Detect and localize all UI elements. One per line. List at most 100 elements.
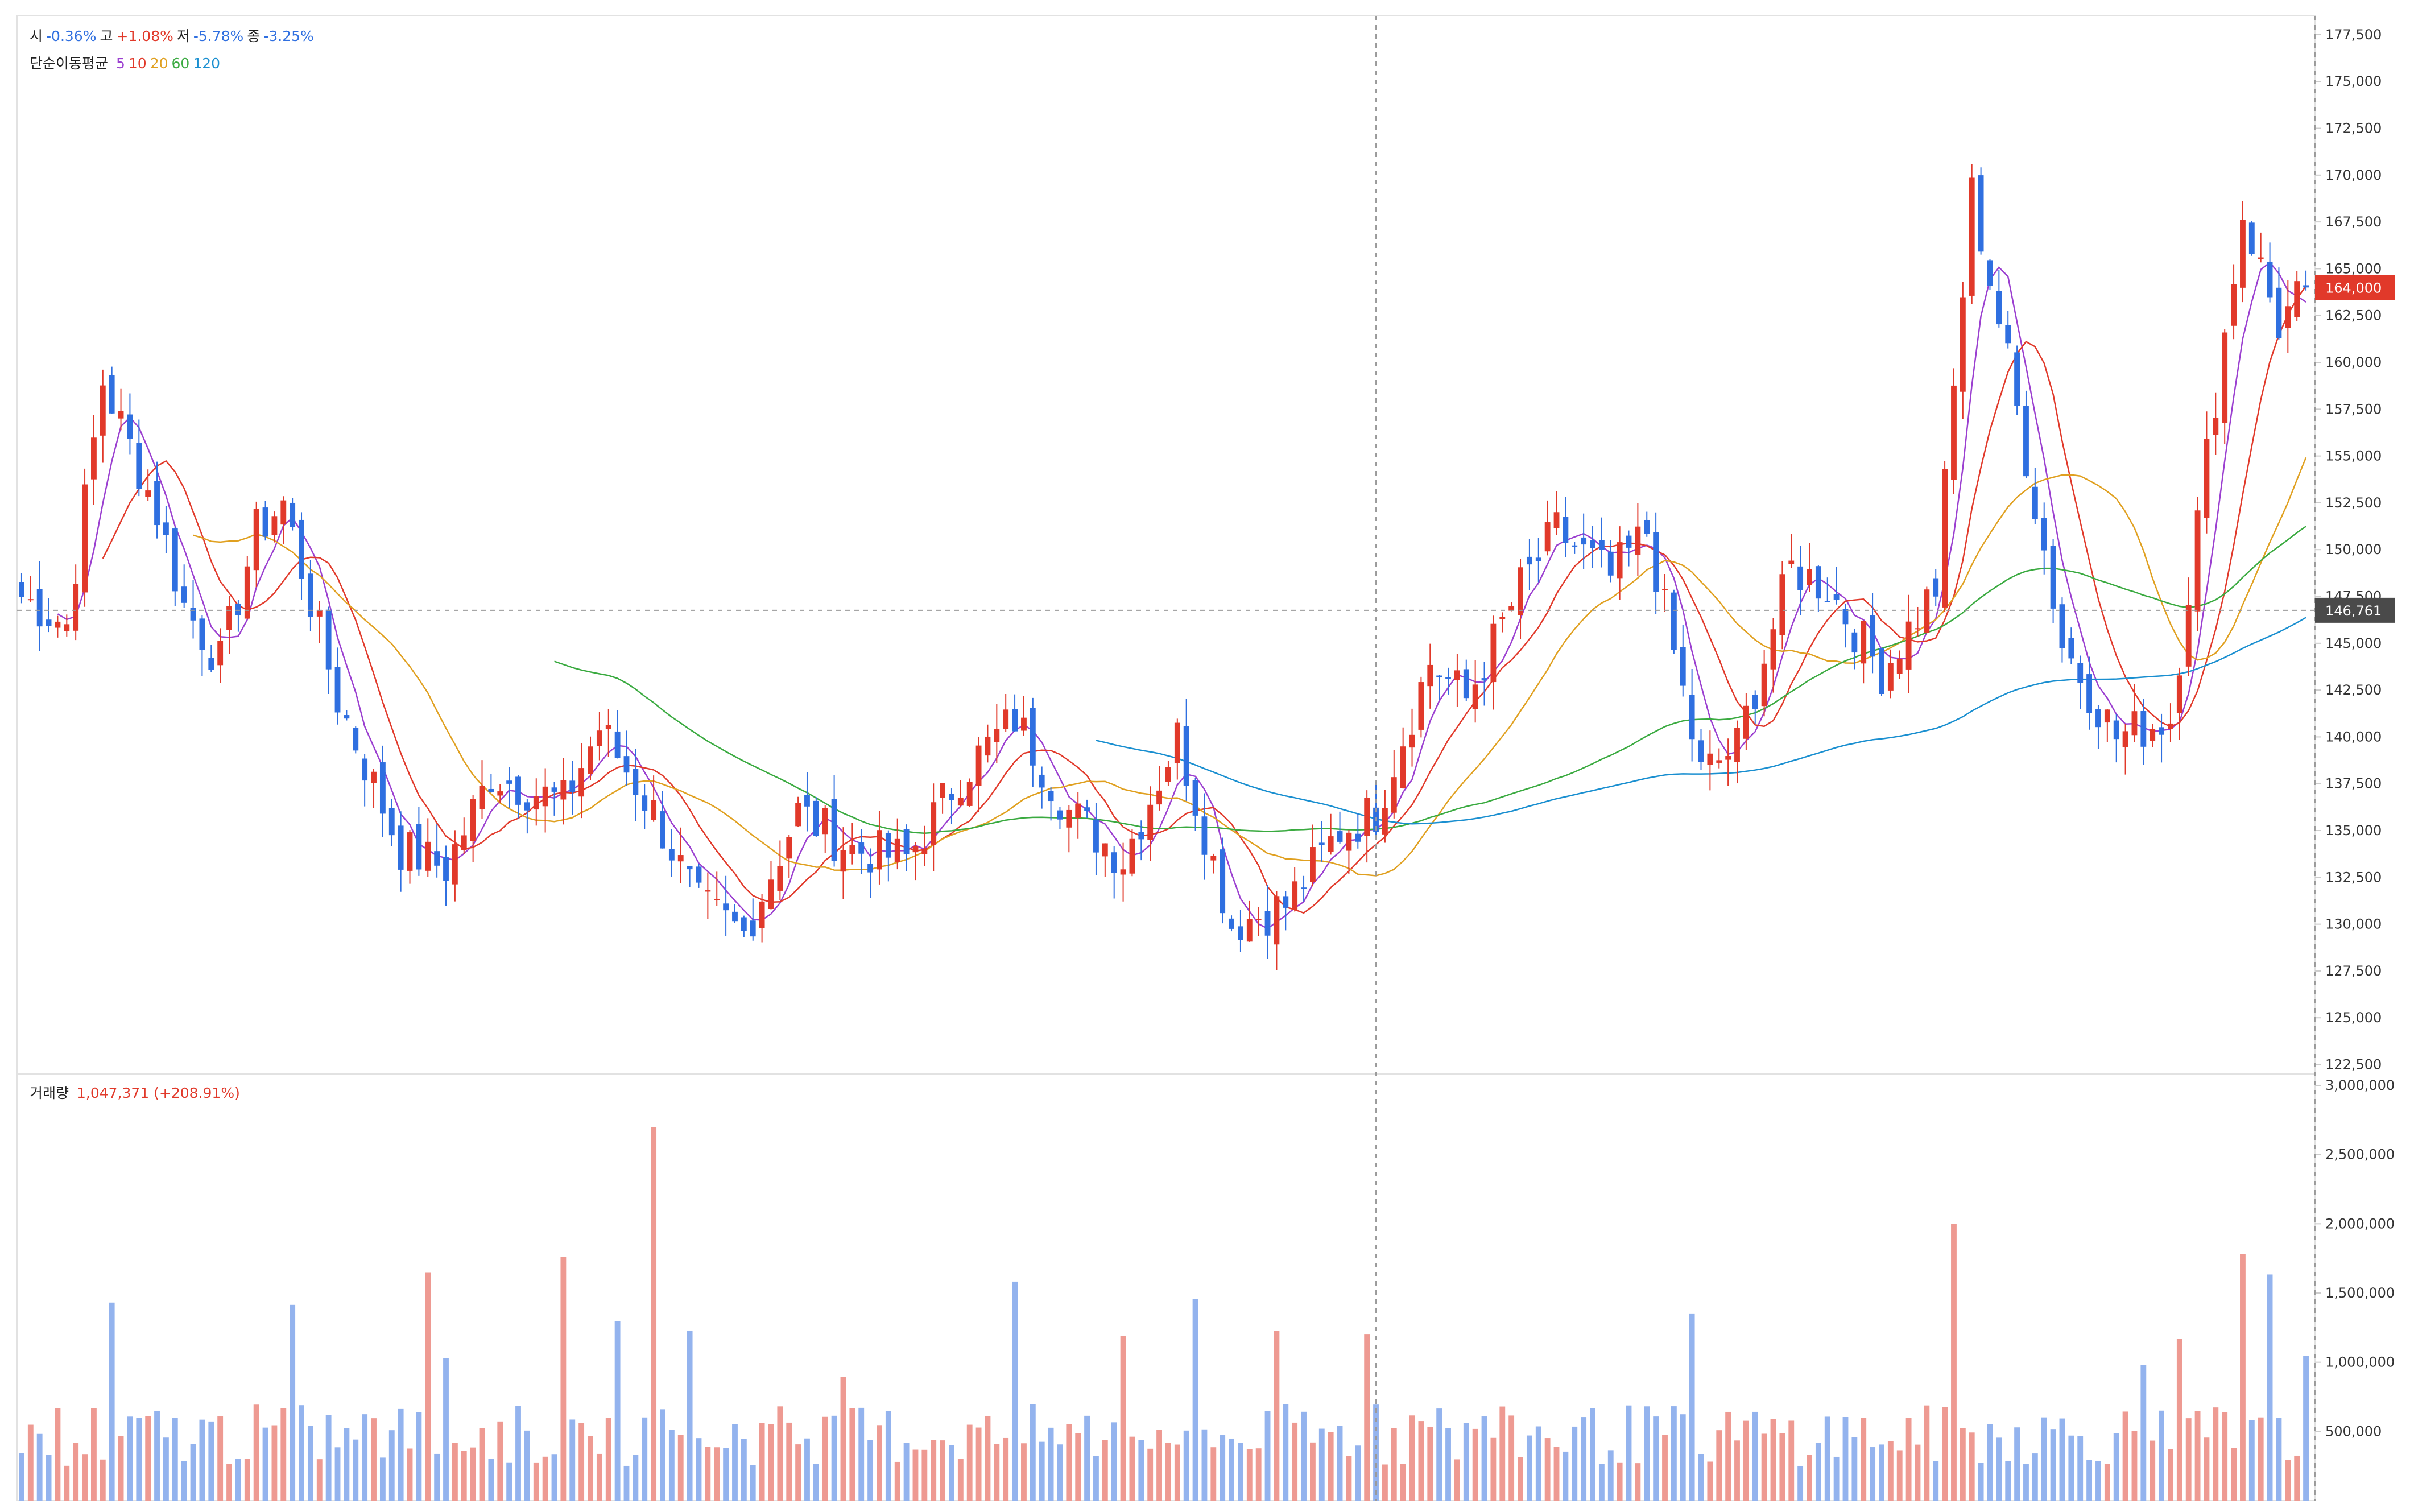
candle-body [1156, 790, 1162, 805]
volume-bar [1030, 1404, 1036, 1501]
current-price-label: 164,000 [2325, 280, 2382, 296]
volume-bar [1292, 1422, 1298, 1501]
volume-bar [1698, 1453, 1704, 1501]
candle-body [1544, 522, 1551, 552]
ohlc-value: -0.36% [46, 28, 97, 44]
candle-body [569, 780, 576, 792]
price-badges: 164,000 146,761 [2315, 275, 2395, 623]
candle-body [912, 846, 919, 853]
volume-bar [2185, 1418, 2192, 1501]
volume-bar [2276, 1418, 2282, 1501]
volume-bar [1328, 1432, 1334, 1501]
volume-bar [515, 1406, 521, 1501]
volume-bar [271, 1425, 278, 1501]
volume-bar [2131, 1431, 2138, 1501]
volume-bar [1246, 1449, 1253, 1501]
candle-body [1879, 648, 1884, 694]
candle-body [109, 375, 115, 414]
volume-bar [1779, 1433, 1785, 1501]
volume-bar [1535, 1426, 1541, 1501]
volume-bar [623, 1465, 630, 1501]
volume-bar [1807, 1455, 1812, 1501]
volume-bar [2204, 1437, 2210, 1501]
candle-body [696, 866, 702, 883]
candle-body [91, 437, 97, 480]
crosshair [17, 16, 2316, 1501]
volume-bar [2041, 1417, 2047, 1501]
volume-bar [2213, 1407, 2219, 1501]
volume-bar [2005, 1461, 2011, 1501]
volume-bar [425, 1272, 431, 1501]
volume-bar [542, 1456, 548, 1501]
volume-bar [379, 1457, 386, 1501]
volume-bar [1192, 1299, 1198, 1501]
volume-bar [1508, 1415, 1515, 1501]
volume-bar [804, 1438, 810, 1501]
candle-body [2113, 720, 2119, 740]
candle-body [479, 786, 485, 809]
candle-body [2050, 546, 2056, 609]
candle-body [940, 783, 946, 798]
volume-bar [1915, 1444, 1921, 1501]
volume-bar [36, 1433, 43, 1501]
volume-bar [1120, 1335, 1126, 1501]
volume-bar [768, 1424, 774, 1501]
volume-bar [1689, 1313, 1695, 1501]
volume-bar [1905, 1418, 1912, 1501]
candle-body [1887, 663, 1894, 691]
volume-bar [334, 1447, 341, 1501]
volume-bar [1770, 1419, 1776, 1501]
price-tick-label: 170,000 [2325, 167, 2382, 183]
candle-body [957, 797, 964, 806]
volume-bar [1563, 1451, 1569, 1501]
candle-body [831, 799, 837, 861]
price-panel [16, 15, 2316, 1075]
candle-body [1138, 832, 1144, 840]
volume-bar [1725, 1411, 1731, 1501]
candle-body [1075, 803, 1081, 818]
volume-bar [1427, 1426, 1433, 1501]
volume-bar [299, 1405, 304, 1501]
candle-body [1192, 780, 1198, 816]
price-tick-label: 130,000 [2325, 916, 2382, 932]
volume-bar [1526, 1435, 1532, 1501]
volume-bar [46, 1455, 52, 1501]
ma-legend: 단순이동평균 5 10 20 60 120 [30, 52, 227, 73]
volume-bar [262, 1427, 268, 1501]
volume-bar [1472, 1428, 1478, 1501]
volume-bar [1274, 1331, 1280, 1501]
volume-bar [1896, 1450, 1903, 1501]
candle-body [623, 756, 630, 773]
candle-body [1201, 816, 1208, 855]
candle-body [2159, 727, 2164, 735]
price-tick-label: 165,000 [2325, 261, 2382, 276]
candle-body [1084, 807, 1090, 811]
candle-body [334, 667, 341, 713]
volume-bar [2095, 1461, 2101, 1501]
candle-body [1364, 798, 1370, 836]
candle-body [163, 522, 169, 535]
ma-period-label: 60 [171, 55, 190, 72]
candle-body [280, 500, 287, 525]
volume-bar [894, 1461, 900, 1501]
volume-bar [2285, 1460, 2291, 1501]
candle-body [840, 849, 846, 872]
volume-bar [1617, 1462, 1623, 1501]
candle-body [795, 803, 801, 827]
candle-body [2168, 723, 2173, 729]
price-tick-label: 145,000 [2325, 635, 2382, 651]
volume-bar [1752, 1411, 1758, 1501]
candle-body [867, 864, 874, 873]
price-tick-label: 125,000 [2325, 1010, 2382, 1026]
candle-body [1635, 526, 1641, 555]
volume-bar [1346, 1456, 1352, 1501]
candle-body [588, 746, 593, 774]
volume-bar [118, 1436, 124, 1501]
volume-bar [307, 1426, 313, 1501]
candle-body [1238, 926, 1243, 940]
volume-bar [651, 1127, 657, 1501]
volume-bar [353, 1439, 359, 1501]
volume-bar [2159, 1410, 2164, 1501]
volume-bar [1220, 1435, 1226, 1501]
